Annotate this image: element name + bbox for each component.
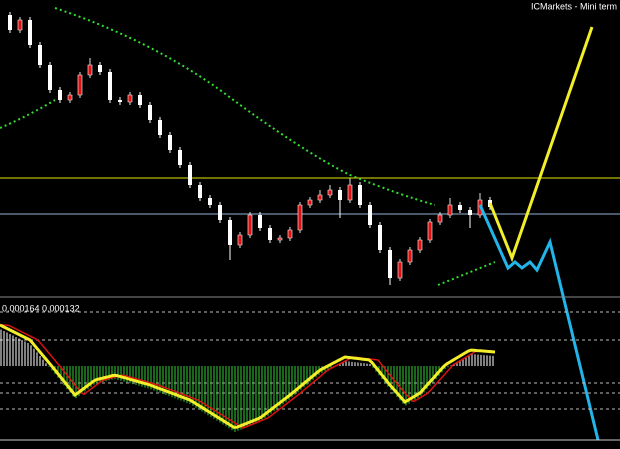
indicator-label: 0.000164 0.000132 (2, 303, 80, 313)
forecast-line (488, 26, 594, 263)
moving-average (437, 261, 496, 286)
forecast-line (478, 204, 600, 441)
oscillator-panel (0, 311, 620, 441)
histogram-down (48, 366, 449, 432)
bearish-candles (8, 15, 492, 278)
main-line (0, 323, 496, 429)
bullish-candles (17, 19, 483, 279)
moving-average (0, 99, 56, 129)
window-title: ICMarkets - Mini term (531, 1, 617, 11)
histogram-up (0, 329, 494, 366)
signal-line (0, 324, 496, 429)
